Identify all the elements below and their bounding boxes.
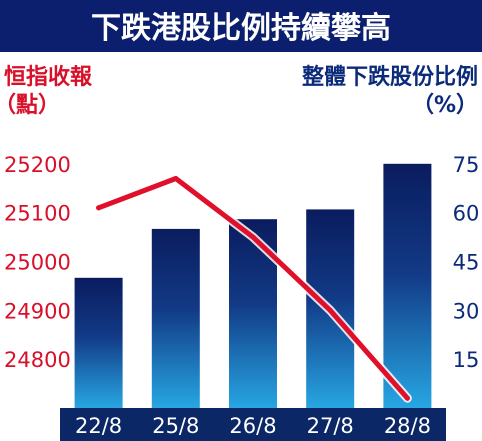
left-axis-label-line2: （點）: [0, 93, 60, 118]
right-tick-label: 15: [453, 348, 480, 372]
right-tick-label: 75: [453, 153, 480, 177]
line-point: [96, 205, 102, 211]
left-tick-label: 25200: [4, 153, 71, 177]
x-tick-label: 28/8: [384, 414, 431, 438]
right-axis-label-line2: （%）: [412, 93, 478, 118]
x-tick-label: 26/8: [229, 414, 276, 438]
left-axis-label-line1: 恒指收報: [4, 64, 93, 90]
line-point: [327, 307, 333, 313]
right-axis-label-line1: 整體下跌股份比例: [302, 64, 478, 90]
left-tick-label: 25000: [4, 251, 71, 275]
right-tick-label: 45: [453, 251, 480, 275]
x-axis-band: [60, 408, 446, 441]
bar: [383, 163, 432, 408]
line-point: [404, 395, 410, 401]
x-tick-label: 27/8: [307, 414, 354, 438]
bar: [151, 228, 200, 408]
right-tick-label: 60: [453, 202, 480, 226]
right-axis-ticks: 15 30 45 60 75: [453, 153, 480, 372]
x-tick-label: 22/8: [75, 414, 122, 438]
left-tick-label: 25100: [4, 202, 71, 226]
bar: [74, 277, 123, 408]
line-point: [250, 234, 256, 240]
left-tick-label: 24900: [4, 299, 71, 323]
right-tick-label: 30: [453, 299, 480, 323]
title-banner: [0, 0, 482, 52]
line-point: [173, 176, 179, 181]
left-axis-ticks: 24800 24900 25000 25100 25200: [4, 153, 71, 372]
left-tick-label: 24800: [4, 348, 71, 372]
line-series: [94, 174, 412, 403]
x-axis-ticks: 22/8 25/8 26/8 27/8 28/8: [75, 414, 431, 438]
x-tick-label: 25/8: [152, 414, 199, 438]
chart-title: 下跌港股比例持續攀高: [91, 11, 391, 46]
